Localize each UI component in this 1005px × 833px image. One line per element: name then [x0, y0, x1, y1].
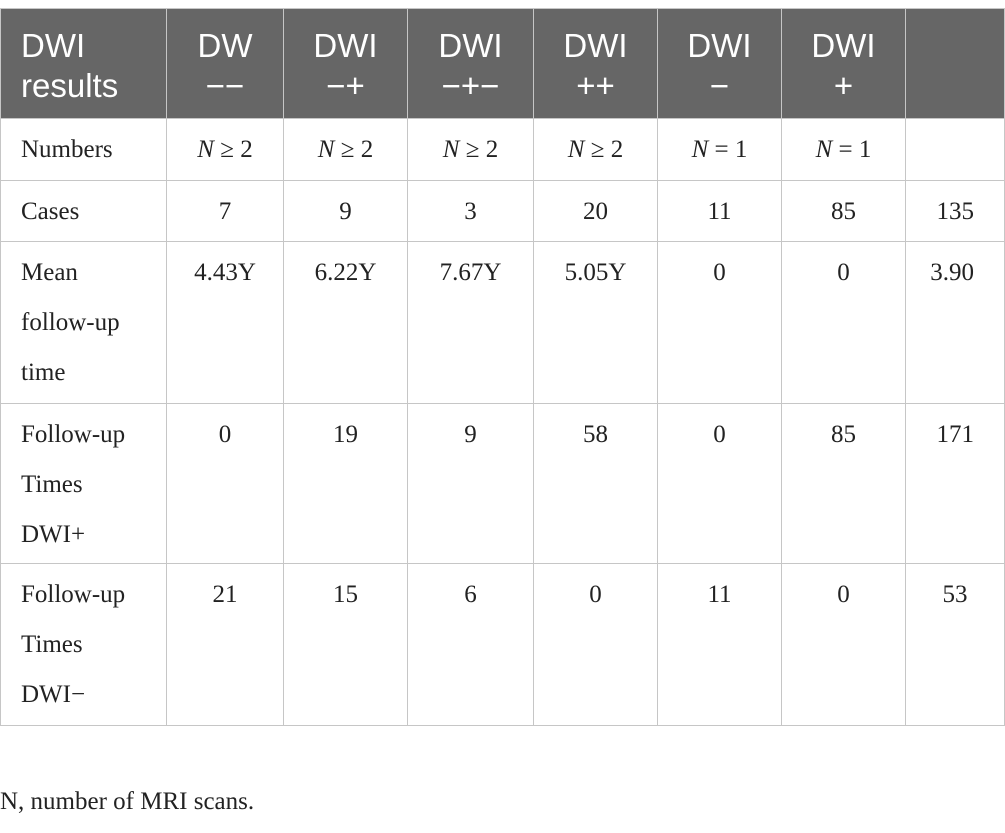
row-label-cases: Cases: [0, 180, 167, 242]
table-cell: 0: [657, 241, 782, 404]
header-cell-dwi-plus: DWI +: [781, 8, 906, 119]
table-cell: N ≥ 2: [283, 118, 408, 181]
variable-n: N: [442, 136, 460, 163]
table-cell: 0: [781, 563, 906, 726]
header-cell-dwi-minus: DWI −: [657, 8, 782, 119]
table-row: Follow-up Times DWI+ 0 19 9 58 0 85 171: [0, 403, 1005, 564]
table-cell: 0: [781, 241, 906, 404]
row-label-line: Times: [21, 631, 83, 658]
header-line-1: DWI: [438, 27, 503, 64]
header-line-1: DW: [197, 27, 253, 64]
header-line-1: DWI: [811, 27, 876, 64]
row-label-line: Follow-up: [21, 581, 126, 608]
table-cell: 9: [283, 180, 408, 242]
variable-n: N: [317, 136, 335, 163]
table-cell: 19: [283, 403, 408, 564]
table-cell: 58: [533, 403, 658, 564]
header-line-1: DWI: [563, 27, 628, 64]
table-cell: 6.22Y: [283, 241, 408, 404]
table-cell: 4.43Y: [166, 241, 284, 404]
header-line-2: −: [709, 67, 730, 104]
variable-n: N: [567, 136, 585, 163]
header-cell-dw-minus-minus: DW −−: [166, 8, 284, 119]
table-cell-total: 3.90: [905, 241, 1005, 404]
row-label-line: Cases: [21, 198, 80, 225]
table-header: DWI results DW −− DWI −+ DWI −+− DWI ++ …: [0, 8, 1005, 119]
header-line-1: DWI: [687, 27, 752, 64]
table-cell: 7: [166, 180, 284, 242]
table-row: Numbers N ≥ 2 N ≥ 2 N ≥ 2 N ≥ 2 N = 1 N …: [0, 118, 1005, 181]
table-cell: 11: [657, 563, 782, 726]
table-cell: 85: [781, 180, 906, 242]
header-cell-dwi-results: DWI results: [0, 8, 167, 119]
header-cell-total: [905, 8, 1005, 119]
variable-n: N: [197, 136, 214, 163]
table-cell: 0: [166, 403, 284, 564]
table-cell: 5.05Y: [533, 241, 658, 404]
header-line-2: +: [833, 67, 854, 104]
header-line-2: −+: [326, 67, 365, 104]
table-row: Mean follow-up time 4.43Y 6.22Y 7.67Y 5.…: [0, 241, 1005, 404]
header-line-2: −+−: [441, 67, 500, 104]
row-label-line: DWI+: [21, 521, 86, 548]
table-cell: 6: [407, 563, 534, 726]
row-label-mean-follow-up-time: Mean follow-up time: [0, 241, 167, 404]
row-label-line: follow-up: [21, 309, 120, 336]
table-cell: [905, 118, 1005, 181]
table-cell: N ≥ 2: [407, 118, 534, 181]
row-label-follow-up-times-dwi-minus: Follow-up Times DWI−: [0, 563, 167, 726]
table-cell: 7.67Y: [407, 241, 534, 404]
table-cell-total: 53: [905, 563, 1005, 726]
table-cell: 21: [166, 563, 284, 726]
table-row: Follow-up Times DWI− 21 15 6 0 11 0 53: [0, 563, 1005, 726]
row-label-follow-up-times-dwi-plus: Follow-up Times DWI+: [0, 403, 167, 564]
table-cell: 85: [781, 403, 906, 564]
results-table: DWI results DW −− DWI −+ DWI −+− DWI ++ …: [0, 8, 1005, 726]
header-cell-dwi-minus-plus: DWI −+: [283, 8, 408, 119]
table-cell: N ≥ 2: [166, 118, 284, 181]
table-cell-total: 171: [905, 403, 1005, 564]
table-cell: 20: [533, 180, 658, 242]
table-cell-total: 135: [905, 180, 1005, 242]
header-line-2: ++: [576, 67, 615, 104]
header-cell-dwi-minus-plus-minus: DWI −+−: [407, 8, 534, 119]
table-cell: 0: [533, 563, 658, 726]
table-cell: N = 1: [657, 118, 782, 181]
row-label-line: Follow-up: [21, 421, 126, 448]
header-line-1: DWI: [313, 27, 378, 64]
row-label-line: Times: [21, 471, 83, 498]
row-label-line: time: [21, 359, 66, 386]
table-cell: N ≥ 2: [533, 118, 658, 181]
table-cell: 11: [657, 180, 782, 242]
table-cell: 3: [407, 180, 534, 242]
table-cell: 0: [657, 403, 782, 564]
variable-n: N: [691, 136, 709, 163]
table-cell: 9: [407, 403, 534, 564]
header-line-2: results: [21, 67, 119, 104]
table-footnote: N, number of MRI scans.: [0, 788, 255, 815]
header-cell-dwi-plus-plus: DWI ++: [533, 8, 658, 119]
row-label-numbers: Numbers: [0, 118, 167, 181]
row-label-line: Numbers: [21, 136, 113, 163]
row-label-line: Mean: [21, 259, 78, 286]
table-body: Numbers N ≥ 2 N ≥ 2 N ≥ 2 N ≥ 2 N = 1 N …: [0, 118, 1005, 726]
row-label-line: DWI−: [21, 681, 86, 708]
header-row: DWI results DW −− DWI −+ DWI −+− DWI ++ …: [0, 8, 1005, 119]
table-cell: 15: [283, 563, 408, 726]
header-line-1: DWI: [21, 27, 86, 64]
table-cell: N = 1: [781, 118, 906, 181]
variable-n: N: [815, 136, 833, 163]
header-line-2: −−: [205, 67, 245, 104]
table-row: Cases 7 9 3 20 11 85 135: [0, 180, 1005, 242]
